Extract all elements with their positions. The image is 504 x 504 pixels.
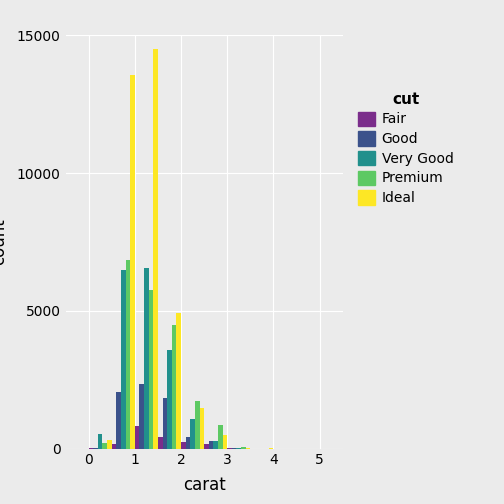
Bar	[149, 290, 153, 449]
Bar	[191, 419, 195, 449]
Bar	[125, 260, 130, 449]
Bar	[218, 424, 223, 449]
Bar	[232, 448, 236, 449]
Bar	[130, 75, 135, 449]
Bar	[107, 440, 112, 449]
Bar	[204, 444, 209, 449]
Bar	[246, 448, 250, 449]
Bar	[140, 384, 144, 449]
Bar	[195, 401, 200, 449]
Bar	[116, 392, 121, 449]
Bar	[135, 426, 140, 449]
Bar	[200, 408, 204, 449]
Bar	[209, 440, 213, 449]
Bar	[236, 448, 241, 449]
Bar	[223, 435, 227, 449]
X-axis label: carat: carat	[183, 476, 225, 494]
Y-axis label: count: count	[0, 219, 9, 265]
Bar	[112, 444, 116, 449]
Bar	[158, 437, 162, 449]
Bar	[181, 443, 185, 449]
Bar	[102, 443, 107, 449]
Bar	[121, 270, 125, 449]
Bar	[144, 269, 149, 449]
Bar	[185, 437, 191, 449]
Bar	[93, 448, 98, 449]
Bar	[167, 350, 172, 449]
Bar	[98, 434, 102, 449]
Bar	[176, 313, 181, 449]
Bar	[241, 447, 246, 449]
Bar	[227, 448, 232, 449]
Bar	[162, 398, 167, 449]
Bar	[172, 326, 176, 449]
Legend: Fair, Good, Very Good, Premium, Ideal: Fair, Good, Very Good, Premium, Ideal	[358, 92, 454, 205]
Bar	[213, 441, 218, 449]
Bar	[153, 49, 158, 449]
